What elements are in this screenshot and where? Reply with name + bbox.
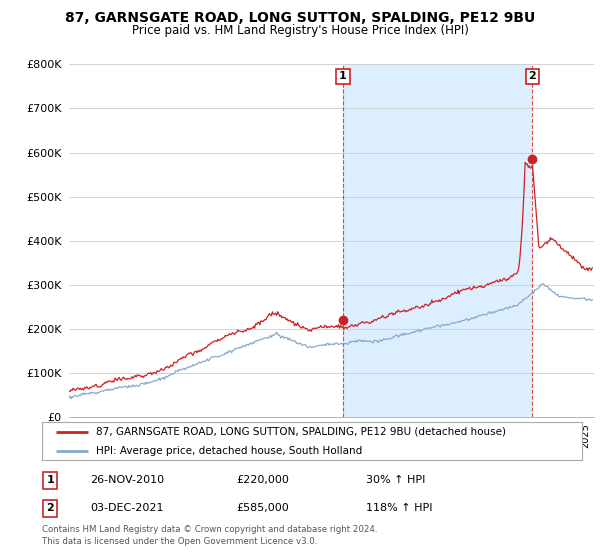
- Text: 1: 1: [339, 72, 347, 81]
- Text: Contains HM Land Registry data © Crown copyright and database right 2024.
This d: Contains HM Land Registry data © Crown c…: [42, 525, 377, 546]
- Text: 30% ↑ HPI: 30% ↑ HPI: [366, 475, 425, 486]
- Text: Price paid vs. HM Land Registry's House Price Index (HPI): Price paid vs. HM Land Registry's House …: [131, 24, 469, 37]
- Text: £220,000: £220,000: [236, 475, 289, 486]
- Text: 87, GARNSGATE ROAD, LONG SUTTON, SPALDING, PE12 9BU (detached house): 87, GARNSGATE ROAD, LONG SUTTON, SPALDIN…: [96, 427, 506, 437]
- Bar: [343, 64, 532, 417]
- Text: 118% ↑ HPI: 118% ↑ HPI: [366, 503, 433, 514]
- Text: 2: 2: [529, 72, 536, 81]
- Text: 87, GARNSGATE ROAD, LONG SUTTON, SPALDING, PE12 9BU: 87, GARNSGATE ROAD, LONG SUTTON, SPALDIN…: [65, 11, 535, 25]
- Text: 26-NOV-2010: 26-NOV-2010: [91, 475, 165, 486]
- Text: 03-DEC-2021: 03-DEC-2021: [91, 503, 164, 514]
- Text: £585,000: £585,000: [236, 503, 289, 514]
- Text: HPI: Average price, detached house, South Holland: HPI: Average price, detached house, Sout…: [96, 446, 362, 456]
- Text: 2: 2: [46, 503, 54, 514]
- Text: 1: 1: [46, 475, 54, 486]
